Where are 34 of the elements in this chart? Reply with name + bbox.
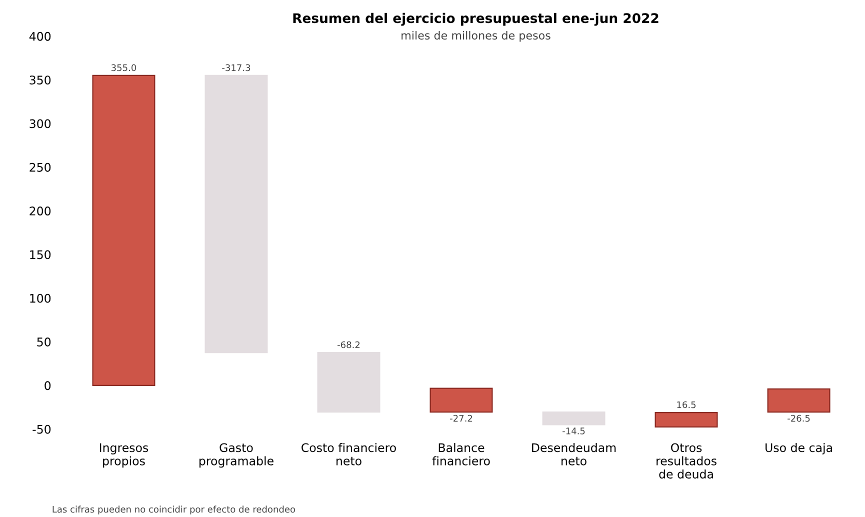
chart-subtitle: miles de millones de pesos xyxy=(402,31,550,42)
y-tick-label: 300 xyxy=(30,119,51,128)
bar xyxy=(542,412,606,426)
data-label: -68.2 xyxy=(338,341,360,348)
data-label: 16.5 xyxy=(677,401,696,408)
bar xyxy=(654,412,718,428)
bar xyxy=(767,388,830,413)
x-tick-label: Uso de caja xyxy=(766,443,832,454)
y-tick-label: 0 xyxy=(44,381,51,390)
y-tick-label: 350 xyxy=(30,76,51,84)
y-tick-label: 200 xyxy=(30,206,51,216)
x-tick-label: Ingresos propios xyxy=(100,443,148,468)
y-tick-label: 400 xyxy=(29,32,51,41)
y-tick-label: 150 xyxy=(30,250,51,260)
bar xyxy=(204,74,268,354)
y-tick-label: -50 xyxy=(32,424,51,434)
chart-title: Resumen del ejercicio presupuestal ene-jun 2022 xyxy=(293,12,658,26)
data-label: -317.3 xyxy=(222,64,250,72)
text: Las cifras pueden no coincidir por efecto de redondeo xyxy=(52,506,296,514)
x-tick-label: Otros resultados de deuda xyxy=(656,443,716,479)
data-label: -26.5 xyxy=(788,414,810,422)
y-tick-label: 100 xyxy=(30,294,51,303)
data-label: 355.0 xyxy=(111,64,136,72)
x-tick-label: Balance financiero xyxy=(432,443,490,466)
bar xyxy=(92,74,156,386)
x-tick-label: Costo financiero neto xyxy=(302,443,396,466)
bar xyxy=(430,388,493,413)
x-tick-label: Desendeudam neto xyxy=(532,443,616,466)
bar xyxy=(317,352,380,413)
data-label: -14.5 xyxy=(562,428,585,434)
data-label: -27.2 xyxy=(450,414,472,422)
y-tick-label: 250 xyxy=(30,162,51,172)
y-tick-label: 50 xyxy=(37,338,51,346)
x-tick-label: Gasto programable xyxy=(199,443,274,468)
